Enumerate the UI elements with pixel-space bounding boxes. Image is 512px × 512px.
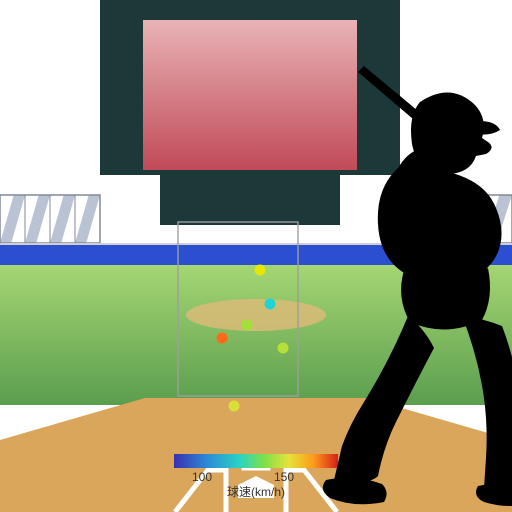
pitch-chart: 100 150球速(km/h) — [0, 0, 512, 512]
legend-bar — [174, 454, 338, 468]
pitch-marker — [217, 333, 228, 344]
scoreboard-stem — [160, 175, 340, 225]
scoreboard-screen — [143, 20, 357, 170]
legend-tick-label: 100 — [192, 470, 212, 484]
legend-tick-label: 150 — [274, 470, 294, 484]
legend-caption: 球速(km/h) — [227, 485, 285, 499]
pitch-marker — [255, 265, 266, 276]
pitch-marker — [229, 401, 240, 412]
pitch-marker — [265, 299, 276, 310]
pitch-marker — [278, 343, 289, 354]
pitch-marker — [242, 320, 253, 331]
pitchers-mound — [186, 299, 326, 331]
stands-left — [0, 195, 100, 243]
